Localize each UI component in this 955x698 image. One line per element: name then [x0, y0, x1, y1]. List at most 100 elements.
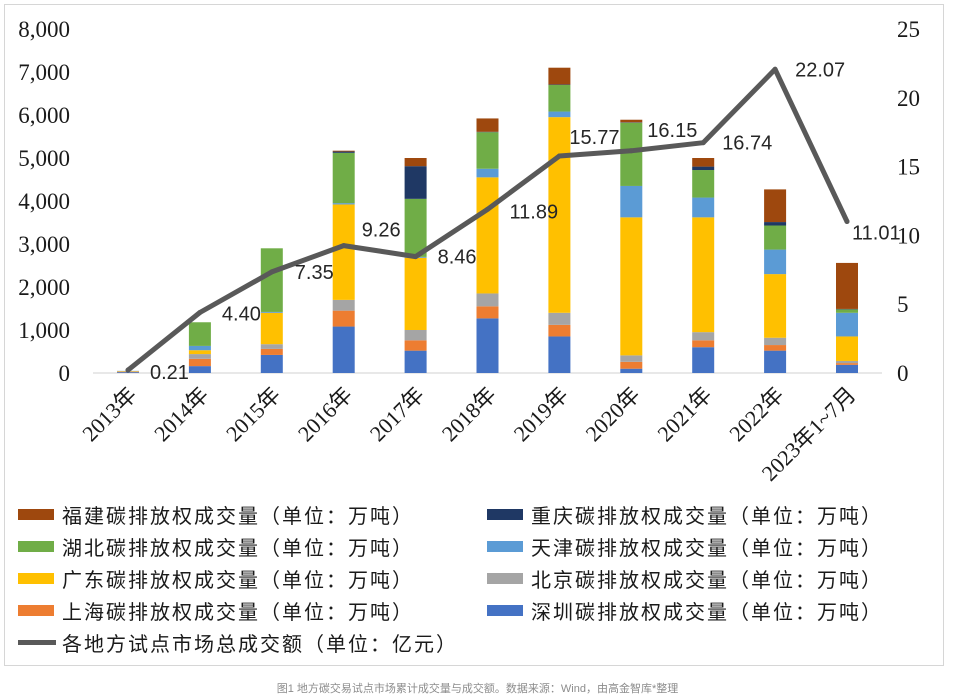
line-data-label-1: 4.40: [222, 304, 261, 326]
bar-hubei-3: [332, 152, 355, 204]
y-left-tick-label-0: 0: [59, 361, 71, 386]
bar-shanghai-3: [332, 310, 355, 327]
legend-label-guangdong: 广东碳排放权成交量（单位：万吨）: [62, 569, 414, 592]
bar-guangdong-8: [692, 217, 715, 333]
bar-shenzhen-1: [188, 366, 211, 373]
bar-shenzhen-6: [548, 336, 571, 373]
bar-shanghai-5: [476, 306, 499, 319]
bar-hubei-4: [404, 198, 427, 257]
bar-shenzhen-5: [476, 318, 499, 373]
y-axis-right: 0 5 10 15 20 25: [897, 17, 920, 386]
y-left-tick-label-8: 8,000: [18, 17, 70, 42]
legend-item-shenzhen: 深圳碳排放权成交量（单位：万吨）: [487, 594, 927, 626]
line-data-labels: 0.21 4.40 7.35 9.26 8.46 11.89 15.77 16.15 16.74…: [150, 59, 901, 384]
x-category-label-7: 2020年: [580, 382, 644, 446]
bar-fujian-10: [836, 262, 858, 309]
bar-guangdong-3: [332, 204, 355, 300]
legend-item-shanghai: 上海碳排放权成交量（单位：万吨）: [18, 594, 487, 626]
legend-item-beijing: 北京碳排放权成交量（单位：万吨）: [487, 562, 927, 594]
bar-shanghai-6: [548, 324, 571, 337]
x-category-label-3: 2016年: [293, 382, 357, 446]
legend-label-shenzhen: 深圳碳排放权成交量（单位：万吨）: [531, 601, 883, 624]
bar-tianjin-8: [692, 197, 715, 218]
bar-hubei-9: [764, 225, 787, 250]
y-left-tick-label-6: 6,000: [18, 103, 70, 128]
legend-swatch-total-amount-line: [18, 639, 56, 645]
bar-shenzhen-9: [764, 350, 787, 373]
bar-shanghai-10: [836, 363, 858, 365]
line-data-label-3: 9.26: [362, 220, 401, 242]
line-data-label-9: 22.07: [795, 59, 845, 81]
bar-beijing-10: [836, 360, 858, 364]
bar-tianjin-9: [764, 249, 787, 275]
bar-shenzhen-4: [404, 350, 427, 373]
bar-shanghai-8: [692, 340, 715, 348]
bar-guangdong-7: [620, 217, 643, 356]
y-left-tick-label-1: 1,000: [18, 318, 70, 343]
x-category-label-1: 2014年: [149, 382, 213, 446]
line-data-label-8: 16.74: [722, 133, 772, 155]
bar-beijing-4: [404, 330, 427, 341]
combo-chart: 0 1,000 2,000 3,000 4,000 5,000 6,000 7,000 8,00…: [18, 17, 920, 486]
x-category-label-8: 2021年: [652, 382, 716, 446]
x-category-label-6: 2019年: [509, 382, 573, 446]
bar-chongqing-3: [332, 151, 355, 153]
x-axis-categories: 2013年 2014年 2015年 2016年 2017年 2018年 2019年 2020年…: [77, 382, 860, 486]
y-right-tick-label-3: 15: [897, 155, 920, 180]
legend-swatch-chongqing: [487, 508, 523, 520]
line-point-4: [413, 254, 419, 260]
bar-fujian-5: [476, 118, 499, 132]
y-left-tick-label-2: 2,000: [18, 275, 70, 300]
legend-label-hubei: 湖北碳排放权成交量（单位：万吨）: [62, 537, 414, 560]
bar-hubei-10: [836, 309, 858, 313]
stacked-bars: [117, 67, 858, 373]
y-right-tick-label-4: 20: [897, 86, 920, 111]
legend-swatch-beijing: [487, 572, 523, 584]
legend-label-tianjin: 天津碳排放权成交量（单位：万吨）: [531, 537, 883, 560]
figure-caption: 图1 地方碳交易试点市场累计成交量与成交额。数据来源：Wind，由高金智库*整理: [276, 683, 679, 695]
legend-item-fujian: 福建碳排放权成交量（单位：万吨）: [18, 498, 487, 530]
bar-fujian-6: [548, 67, 571, 85]
line-data-label-4: 8.46: [438, 247, 477, 269]
legend-label-shanghai: 上海碳排放权成交量（单位：万吨）: [62, 601, 414, 624]
legend-swatch-guangdong: [18, 572, 54, 584]
bar-shanghai-4: [404, 340, 427, 351]
x-category-label-2: 2015年: [221, 382, 285, 446]
legend-swatch-shenzhen: [487, 604, 523, 616]
y-right-tick-label-0: 0: [897, 361, 909, 386]
total-amount-line-group: [125, 66, 850, 373]
legend-label-beijing: 北京碳排放权成交量（单位：万吨）: [531, 569, 883, 592]
bar-hubei-1: [188, 322, 211, 346]
bar-tianjin-5: [476, 168, 499, 178]
bar-guangdong-5: [476, 177, 499, 294]
bar-shanghai-1: [188, 358, 211, 367]
bar-shenzhen-2: [260, 354, 283, 373]
bar-beijing-9: [764, 337, 787, 346]
bar-fujian-9: [764, 189, 787, 223]
x-category-label-0: 2013年: [77, 382, 141, 446]
bar-shanghai-2: [260, 348, 283, 355]
line-data-label-10: 11.01: [852, 223, 901, 245]
bar-beijing-3: [332, 299, 355, 311]
line-data-label-6: 15.77: [569, 127, 619, 149]
y-right-tick-label-1: 5: [897, 292, 909, 317]
legend-item-tianjin: 天津碳排放权成交量（单位：万吨）: [487, 530, 927, 562]
bar-guangdong-10: [836, 336, 858, 361]
bar-beijing-6: [548, 312, 571, 325]
line-point-6: [556, 153, 562, 159]
bar-beijing-1: [188, 354, 211, 359]
legend-item-guangdong: 广东碳排放权成交量（单位：万吨）: [18, 562, 487, 594]
bar-hubei-6: [548, 84, 571, 112]
x-category-label-5: 2018年: [437, 382, 501, 446]
line-data-label-5: 11.89: [510, 201, 559, 223]
legend-label-chongqing: 重庆碳排放权成交量（单位：万吨）: [531, 505, 883, 528]
legend-item-hubei: 湖北碳排放权成交量（单位：万吨）: [18, 530, 487, 562]
bar-tianjin-10: [836, 312, 858, 337]
bar-guangdong-1: [188, 350, 211, 355]
bar-tianjin-6: [548, 111, 571, 118]
line-point-2: [269, 269, 275, 275]
line-point-10: [844, 219, 850, 224]
bar-shenzhen-7: [620, 368, 643, 373]
bar-shenzhen-3: [332, 326, 355, 373]
line-point-7: [628, 148, 634, 154]
